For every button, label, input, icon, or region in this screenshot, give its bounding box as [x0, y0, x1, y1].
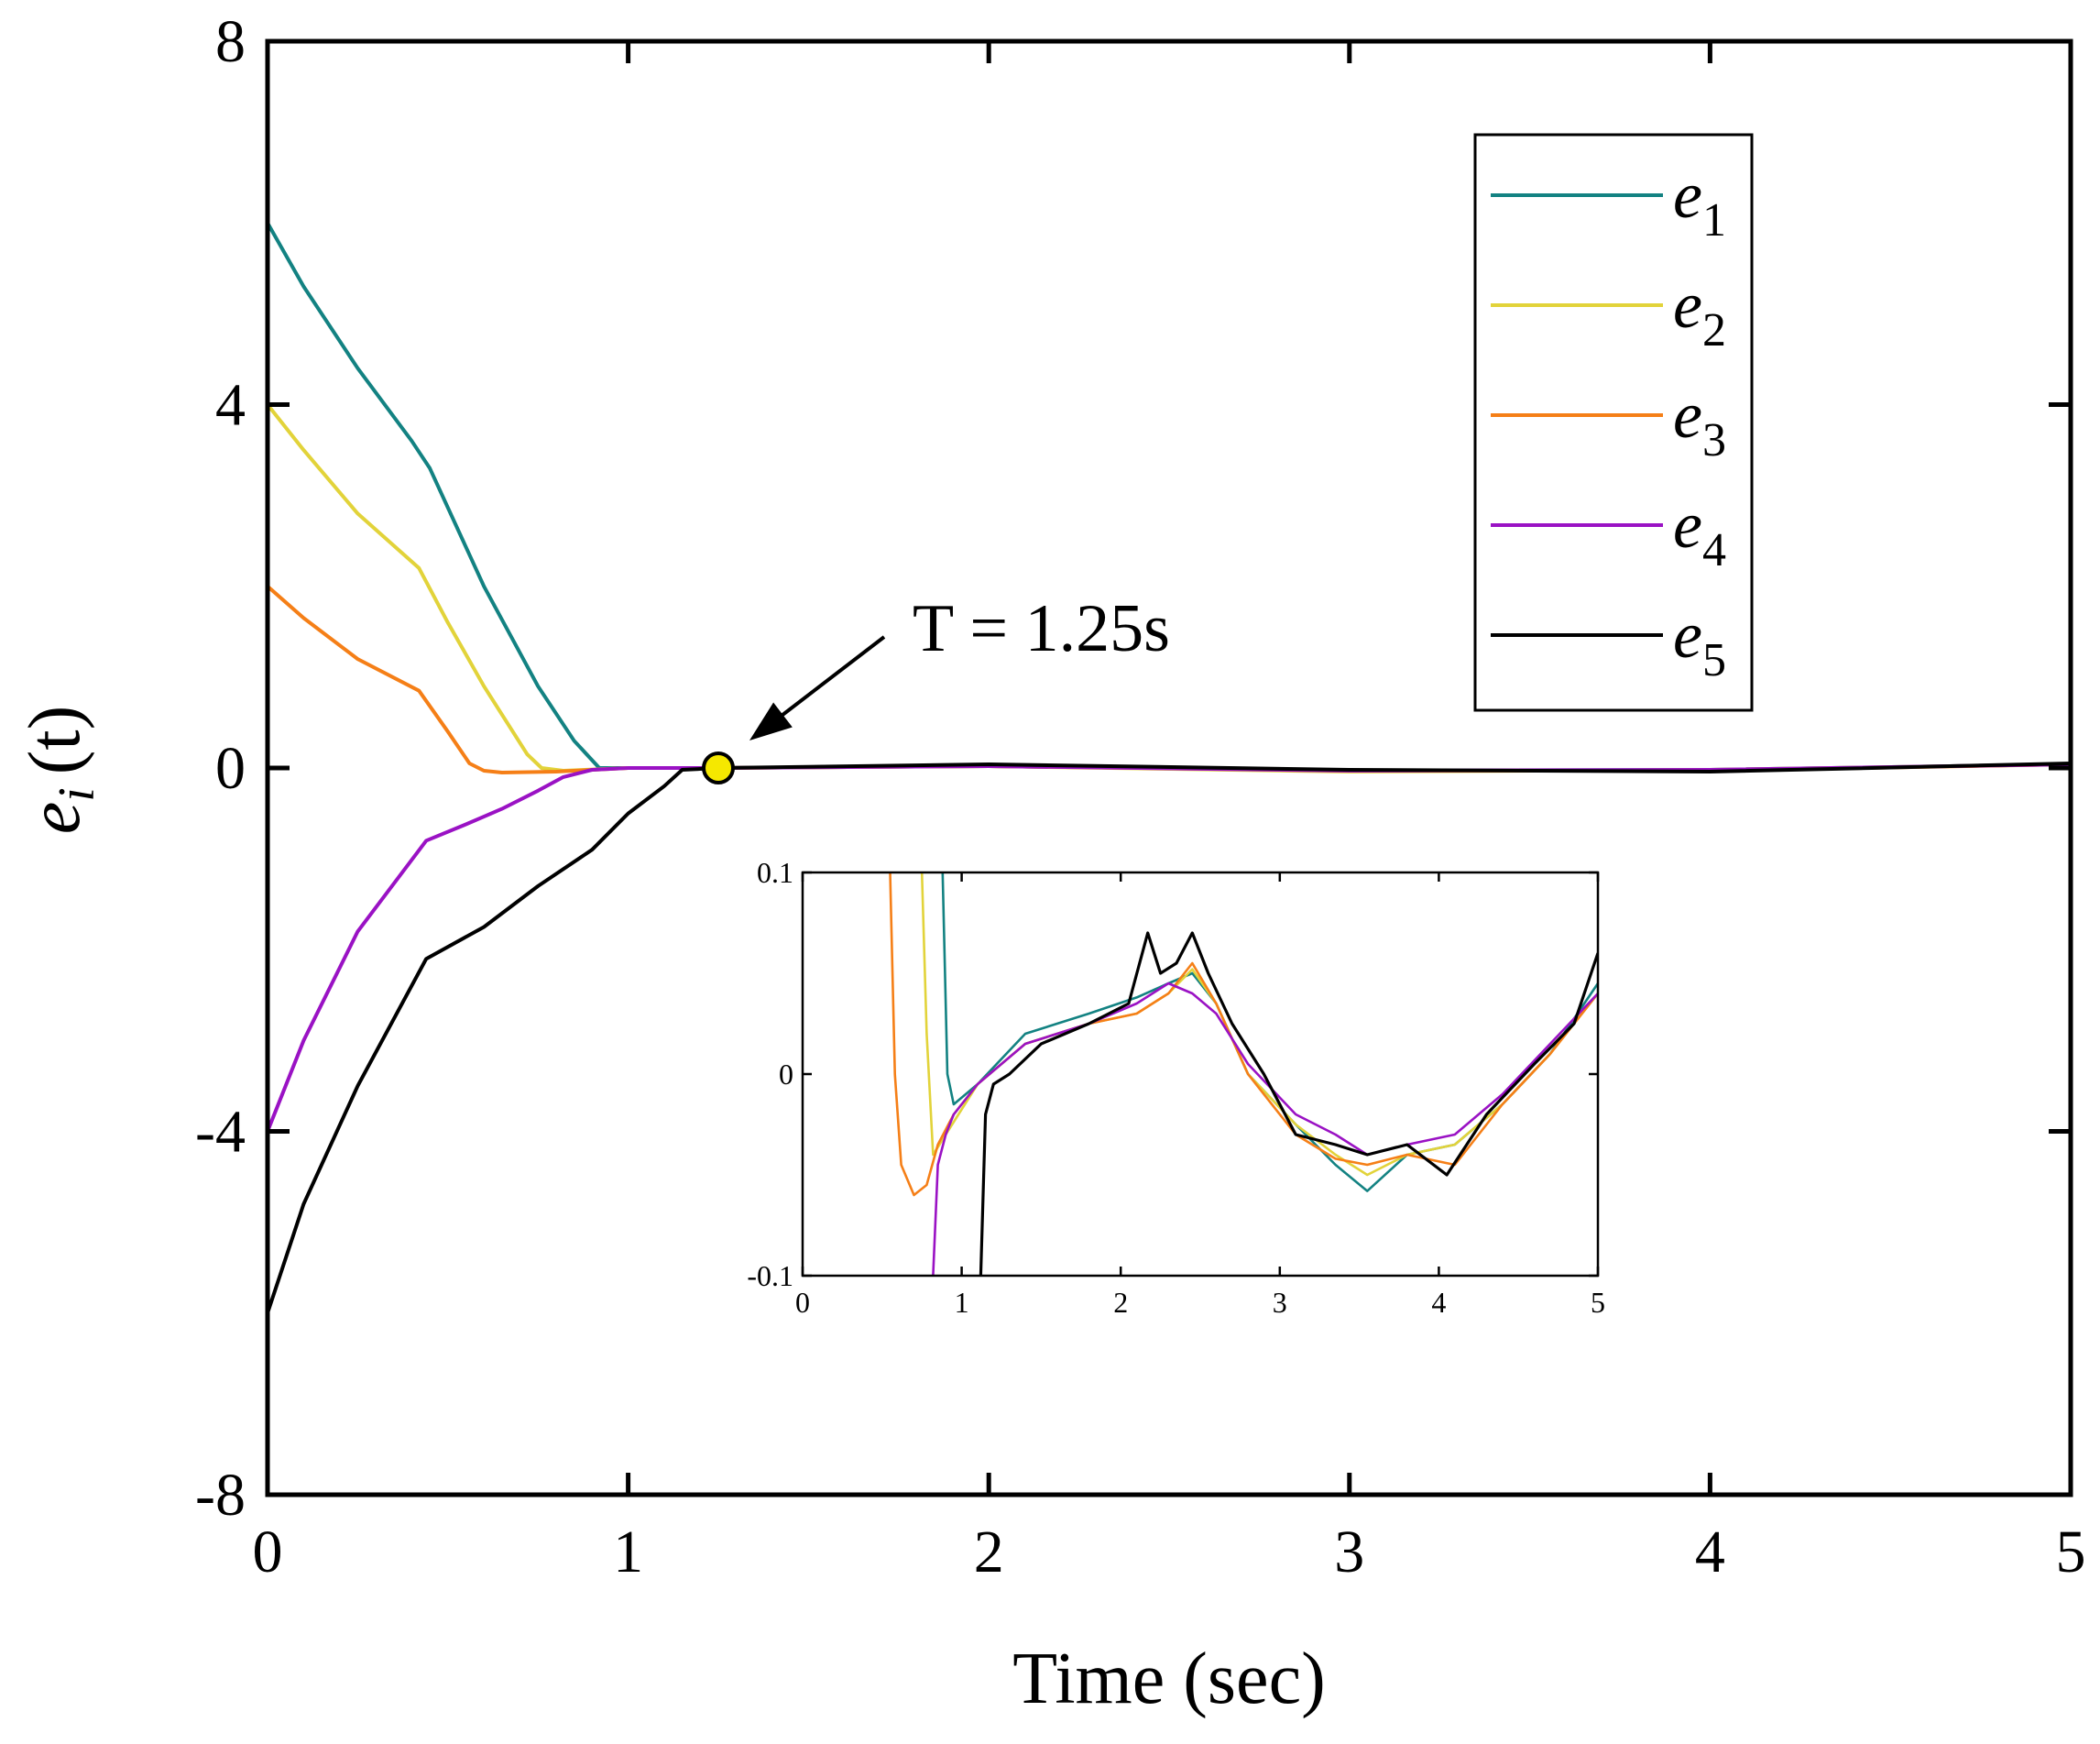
- inset-series-group: [889, 872, 1598, 1276]
- x-axis-title: Time (sec): [1012, 1639, 1325, 1719]
- y-tick-label: -8: [195, 1462, 246, 1529]
- main-plot: 0 1 2 3 4 5 -8 -4 0 4 8: [195, 8, 2085, 1585]
- legend-label-e4: e4: [1673, 488, 1726, 576]
- inset-y-tick-label: 0.1: [757, 856, 793, 889]
- series-line-e5: [266, 762, 2072, 1314]
- x-tick-label: 0: [253, 1519, 283, 1585]
- legend: e1 e2 e3 e4 e5: [1473, 133, 1754, 712]
- y-axis-title-sub: i: [49, 787, 105, 802]
- y-tick-label: 0: [215, 735, 246, 802]
- inset-x-tick-label: 2: [1113, 1286, 1128, 1319]
- legend-items: e1 e2 e3 e4 e5: [1491, 159, 1726, 686]
- inset-y-tick-label: -0.1: [747, 1259, 793, 1292]
- x-tick-label: 4: [1695, 1519, 1725, 1585]
- inset-x-tick-label: 0: [795, 1286, 810, 1319]
- y-axis-title-rest: (t): [15, 706, 95, 775]
- inset-series-line-e2: [920, 872, 1598, 1177]
- y-axis-title-base: e: [15, 802, 95, 835]
- inset-series-line-e5: [979, 931, 1598, 1276]
- inset-x-tick-label: 3: [1273, 1286, 1287, 1319]
- legend-label-e1: e1: [1673, 159, 1726, 247]
- y-tick-label: 8: [215, 8, 246, 75]
- legend-label-e5: e5: [1673, 598, 1726, 686]
- annotation-marker: [702, 751, 735, 784]
- inset-x-tick-label: 5: [1591, 1286, 1605, 1319]
- inset-x-tick-label: 4: [1431, 1286, 1446, 1319]
- legend-box: [1473, 133, 1754, 712]
- inset-ticks-group: 0 1 2 3 4 5-0.100.1: [747, 856, 1605, 1319]
- x-tick-label: 1: [613, 1519, 643, 1585]
- x-tick-label: 5: [2056, 1519, 2086, 1585]
- inset-x-tick-label: 1: [955, 1286, 969, 1319]
- y-tick-label: -4: [195, 1099, 246, 1166]
- main-ticks-group: 0 1 2 3 4 5 -8 -4 0 4 8: [195, 8, 2085, 1585]
- main-series-group: [266, 222, 2072, 1314]
- inset-plot: 0 1 2 3 4 5-0.100.1: [747, 856, 1605, 1319]
- inset-series-line-e4: [932, 982, 1598, 1276]
- annotation: T = 1.25s: [702, 591, 1170, 784]
- legend-label-e3: e3: [1673, 378, 1726, 466]
- y-tick-label: 4: [215, 372, 246, 439]
- inset-background: [803, 872, 1598, 1276]
- annotation-arrowhead: [749, 702, 793, 740]
- y-axis-title-text: ei (t): [15, 706, 105, 835]
- legend-label-e2: e2: [1673, 269, 1726, 356]
- annotation-label: T = 1.25s: [913, 591, 1170, 666]
- x-tick-label: 2: [974, 1519, 1004, 1585]
- x-tick-label: 3: [1334, 1519, 1364, 1585]
- y-axis-title: ei (t): [15, 706, 105, 835]
- inset-y-tick-label: 0: [779, 1058, 793, 1091]
